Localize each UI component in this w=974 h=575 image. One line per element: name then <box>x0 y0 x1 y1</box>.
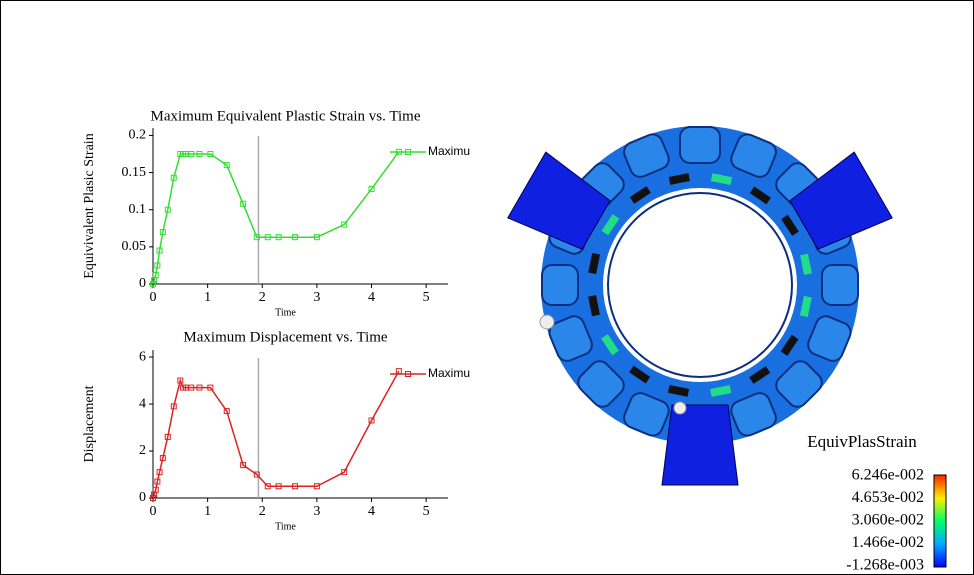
chart-title: Maximum Displacement vs. Time <box>183 329 388 345</box>
x-tick-label: 5 <box>423 504 430 519</box>
colorbar-label: 1.466e-002 <box>852 534 924 551</box>
x-tick-label: 0 <box>150 504 157 519</box>
x-tick-label: 2 <box>259 290 266 305</box>
y-tick-label: 0 <box>139 276 146 291</box>
y-axis-label: Equivivalent Plasic Strain <box>82 133 97 278</box>
x-tick-label: 1 <box>204 290 211 305</box>
colorbar-label: -1.268e-003 <box>846 557 924 574</box>
x-tick-label: 2 <box>259 504 266 519</box>
x-axis-label: Time <box>275 521 296 532</box>
y-tick-label: 0.1 <box>129 202 147 217</box>
load-block <box>662 405 738 485</box>
node-sphere <box>674 402 686 414</box>
x-tick-label: 0 <box>150 290 157 305</box>
y-tick-label: 0.05 <box>122 239 147 254</box>
x-tick-label: 4 <box>368 504 375 519</box>
x-tick-label: 3 <box>313 504 320 519</box>
ring-lug <box>680 127 720 163</box>
legend-label: Maximu <box>428 366 470 380</box>
colorbar-title: EquivPlasStrain <box>807 432 917 451</box>
x-tick-label: 3 <box>313 290 320 305</box>
y-tick-label: 0.2 <box>129 128 147 143</box>
ring-lug <box>542 265 578 305</box>
x-tick-label: 4 <box>368 290 375 305</box>
node-sphere <box>540 315 554 329</box>
y-tick-label: 0.15 <box>122 165 147 180</box>
y-tick-label: 4 <box>139 396 146 411</box>
colorbar-label: 4.653e-002 <box>852 489 924 506</box>
y-axis-label: Displacement <box>82 385 97 462</box>
colorbar-label: 6.246e-002 <box>852 467 924 484</box>
colorbar <box>934 475 946 567</box>
x-axis-label: Time <box>275 307 296 318</box>
screen: EquivPlasStrain 6.246e-002 4.653e-002 3.06… <box>0 0 974 575</box>
ring-inner <box>608 193 792 377</box>
ring-lug <box>822 265 858 305</box>
y-tick-label: 2 <box>139 443 146 458</box>
x-tick-label: 5 <box>423 290 430 305</box>
legend-label: Maximu <box>428 144 470 158</box>
y-tick-label: 6 <box>139 349 146 364</box>
colorbar-label: 3.060e-002 <box>852 512 924 529</box>
y-tick-label: 0 <box>139 490 146 505</box>
x-tick-label: 1 <box>204 504 211 519</box>
chart-title: Maximum Equivalent Plastic Strain vs. Ti… <box>151 108 421 124</box>
